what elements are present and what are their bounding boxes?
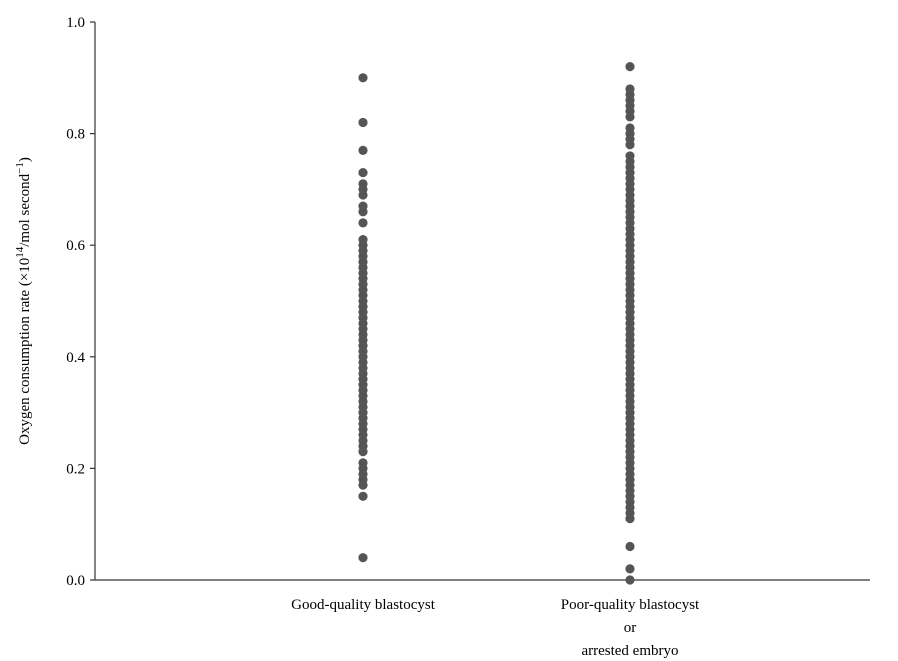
data-point <box>625 575 635 585</box>
data-point <box>625 564 635 574</box>
data-point <box>358 168 368 178</box>
data-point <box>358 491 368 501</box>
data-point <box>358 218 368 228</box>
data-point <box>625 151 635 161</box>
data-point <box>358 201 368 211</box>
x-category-label: Poor-quality blastocyst <box>561 597 700 613</box>
data-point <box>625 541 635 552</box>
data-points <box>358 62 635 585</box>
data-point <box>358 235 368 245</box>
x-category-label: or <box>624 620 637 636</box>
y-tick-label: 0.2 <box>66 461 85 477</box>
y-tick-label: 0.0 <box>66 573 85 589</box>
data-point <box>358 117 368 128</box>
data-point <box>625 62 635 72</box>
data-point <box>625 123 635 133</box>
x-category-label: arrested embryo <box>581 643 678 659</box>
data-point <box>358 145 368 155</box>
data-point <box>625 84 635 94</box>
y-axis-ticks: 0.0 0.2 0.4 0.6 0.8 1.0 <box>66 15 95 589</box>
data-point <box>358 458 368 468</box>
data-point <box>358 73 368 83</box>
data-point <box>358 179 368 189</box>
x-category-label: Good-quality blastocyst <box>291 597 436 613</box>
y-tick-label: 1.0 <box>66 15 85 31</box>
y-tick-label: 0.6 <box>66 238 85 254</box>
y-axis-label: Oxygen consumption rate (×1014/mol secon… <box>14 157 33 445</box>
x-category-labels: Good-quality blastocyst Poor-quality blas… <box>291 597 700 659</box>
y-tick-label: 0.4 <box>66 350 85 366</box>
data-point <box>358 553 368 563</box>
y-tick-label: 0.8 <box>66 127 85 143</box>
